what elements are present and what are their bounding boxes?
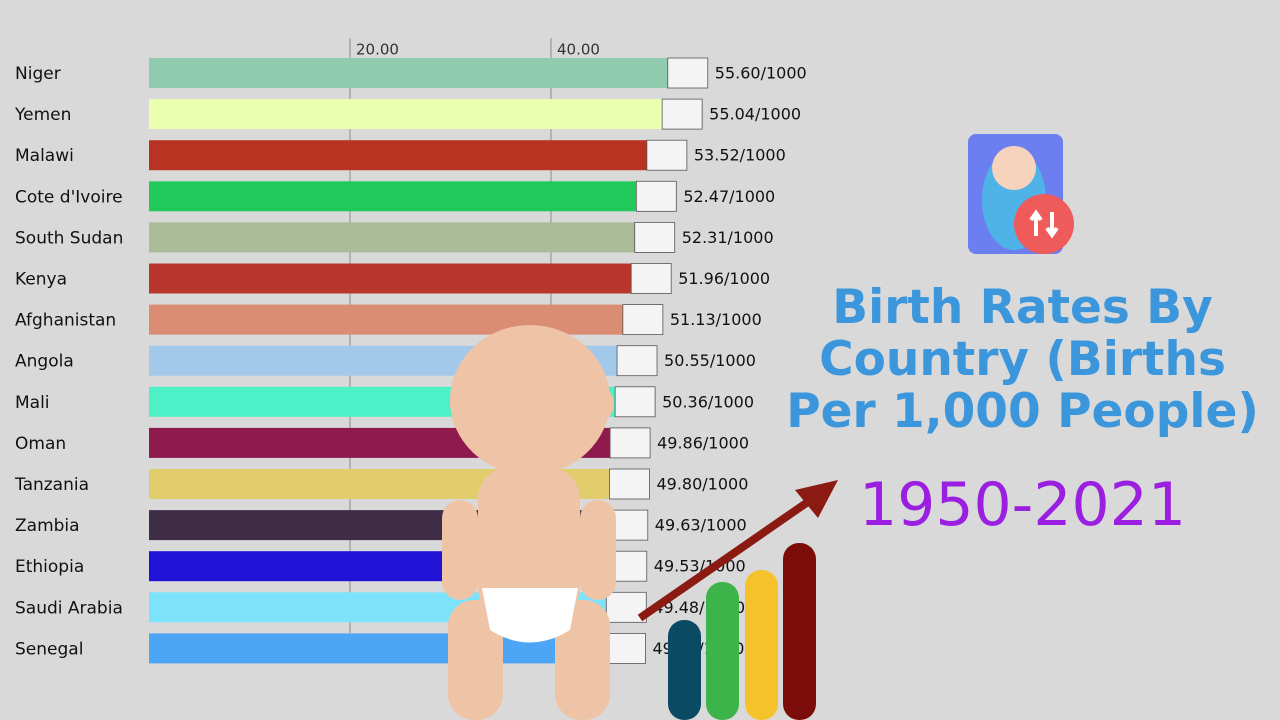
y-tick-label: Malawi [15, 146, 74, 166]
bar [149, 510, 648, 541]
y-tick-label: Angola [15, 352, 74, 372]
y-tick-label: Ethiopia [15, 557, 84, 577]
chart-subtitle: 1950-2021 [858, 470, 1187, 540]
y-tick-label: Niger [15, 64, 61, 84]
bar [149, 469, 650, 499]
bar [149, 222, 675, 253]
value-label: 49.53/1000 [654, 557, 746, 576]
y-tick-label: Oman [15, 434, 66, 454]
value-label: 52.47/1000 [683, 187, 775, 206]
value-label: 49.80/1000 [656, 475, 748, 494]
flag [614, 386, 656, 418]
y-tick-label: Kenya [15, 270, 67, 290]
bar [149, 592, 647, 623]
flag [630, 263, 672, 294]
y-tick-label: Mali [15, 393, 50, 413]
y-tick-label: Saudi Arabia [15, 598, 123, 618]
flag [667, 57, 709, 89]
y-tick-label: Cote d'Ivoire [15, 187, 123, 207]
bar [149, 263, 672, 294]
value-label: 52.31/1000 [682, 228, 774, 247]
y-tick-label: South Sudan [15, 228, 123, 248]
y-tick-label: Senegal [15, 639, 83, 659]
y-tick-label: Afghanistan [15, 311, 116, 331]
value-label: 51.13/1000 [670, 310, 762, 329]
flag [605, 591, 647, 623]
bar [149, 427, 651, 458]
bar [149, 551, 647, 582]
bar [149, 99, 703, 130]
flag [606, 550, 648, 582]
y-tick-label: Zambia [15, 516, 80, 536]
flag [622, 304, 664, 336]
y-tick-label: Yemen [14, 105, 71, 125]
bar [149, 58, 708, 88]
flag [661, 98, 703, 130]
value-label: 55.04/1000 [709, 105, 801, 124]
value-label: 50.55/1000 [664, 351, 756, 370]
flag [607, 509, 649, 541]
flag [634, 221, 676, 253]
bar [149, 633, 646, 664]
value-label: 53.52/1000 [694, 146, 786, 165]
bar [149, 304, 663, 335]
chart-title: Birth Rates By Country (Births Per 1,000… [786, 280, 1259, 439]
value-label: 55.60/1000 [715, 64, 807, 83]
value-label: 49.86/1000 [657, 433, 749, 452]
flag [609, 427, 651, 459]
value-label: 51.96/1000 [678, 269, 770, 288]
flag [646, 139, 688, 171]
value-label: 50.36/1000 [662, 392, 754, 411]
x-tick-label: 40.00 [557, 41, 600, 59]
y-tick-label: Tanzania [14, 475, 89, 495]
value-label: 49.63/1000 [655, 516, 747, 535]
value-label: 49.48/1000 [653, 598, 745, 617]
flag [605, 633, 646, 664]
bar [149, 386, 656, 417]
flag [616, 345, 658, 377]
bar [149, 345, 658, 376]
bar [149, 140, 687, 171]
x-tick-label: 20.00 [356, 41, 399, 59]
bar [149, 181, 677, 212]
flag [609, 468, 650, 500]
flag [635, 180, 677, 212]
value-label: 49.40/1000 [652, 639, 744, 658]
